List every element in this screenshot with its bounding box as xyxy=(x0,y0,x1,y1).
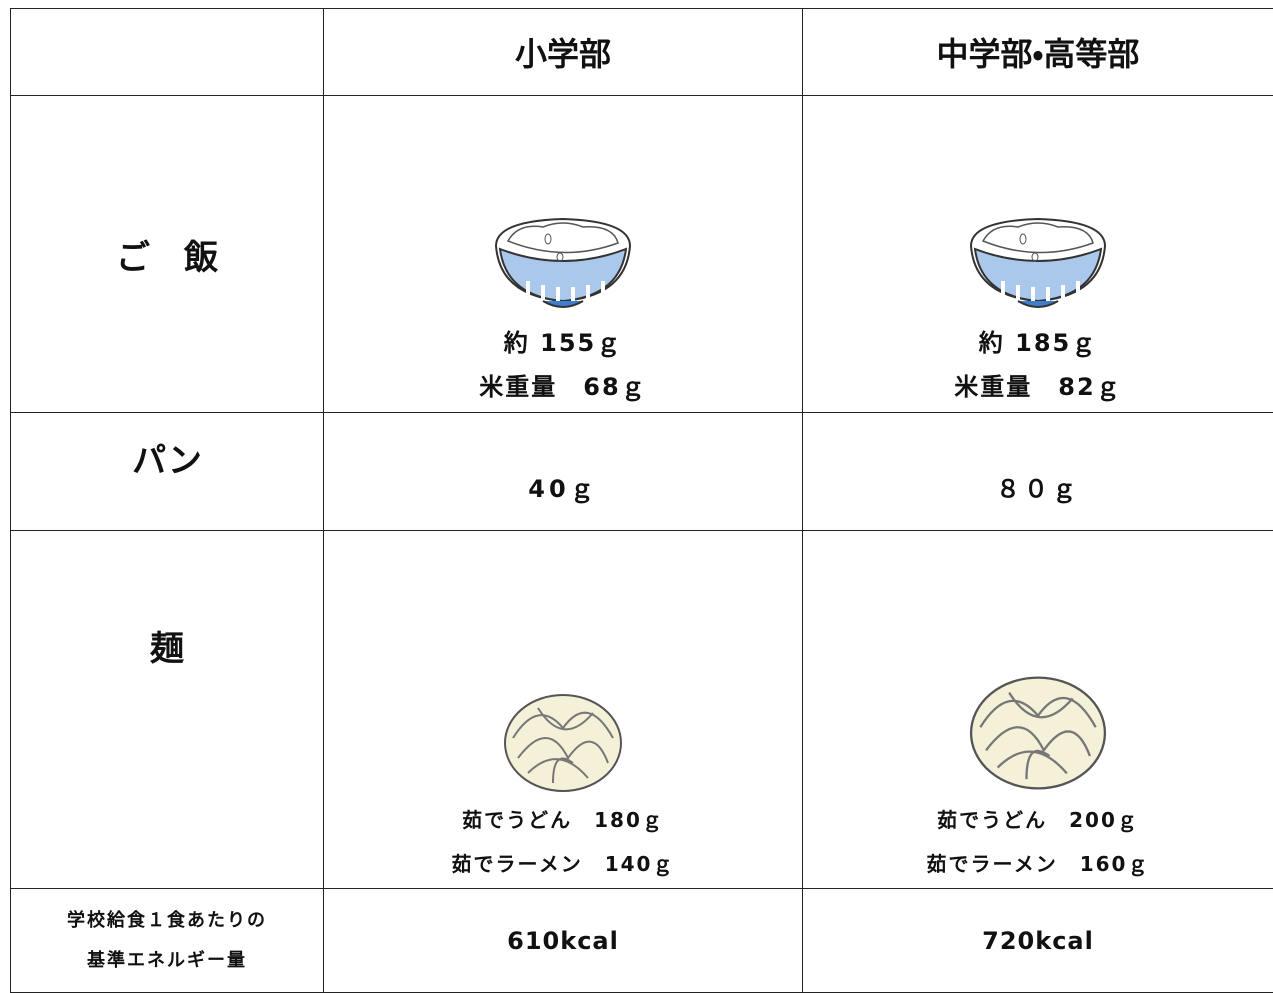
energy: 610kcal xyxy=(324,927,802,955)
cell: 40ｇ xyxy=(324,413,803,531)
amount: 米重量 82ｇ xyxy=(954,365,1121,409)
cell: ８０ｇ xyxy=(803,413,1273,531)
amount: 約 155ｇ xyxy=(504,321,622,365)
row-label: ご 飯 xyxy=(11,96,324,413)
corner-cell xyxy=(11,9,324,96)
cell-body: 約 185ｇ 米重量 82ｇ xyxy=(803,93,1273,415)
amount: 約 185ｇ xyxy=(979,321,1097,365)
amount: 米重量 68ｇ xyxy=(479,365,646,409)
noodle-icon xyxy=(498,688,628,798)
header-cell: 中学部・高等部 xyxy=(803,9,1273,96)
cell-body: 茹でうどん 180ｇ 茹でラーメン 140ｇ xyxy=(324,529,802,890)
row-label: 学校給食１食あたりの 基準エネルギー量 xyxy=(11,889,324,993)
cell: 約 155ｇ 米重量 68ｇ xyxy=(324,96,803,413)
energy: 720kcal xyxy=(803,927,1273,955)
cell-body: 約 155ｇ 米重量 68ｇ xyxy=(324,93,802,415)
amount: 茹でうどん 180ｇ xyxy=(462,798,664,842)
cell: 約 185ｇ 米重量 82ｇ xyxy=(803,96,1273,413)
cell: 610kcal xyxy=(324,889,803,993)
portion-table: 小学部 中学部・高等部 ご 飯 約 155ｇ 米重量 68ｇ xyxy=(10,8,1273,993)
noodle-row: 麺 茹でうどん 180ｇ 茹でラーメン 140ｇ 茹でうどん 200ｇ 茹でラー… xyxy=(11,531,1273,889)
cell: 茹でうどん 180ｇ 茹でラーメン 140ｇ xyxy=(324,531,803,889)
label-line: 学校給食１食あたりの xyxy=(11,901,323,941)
header-cell: 小学部 xyxy=(324,9,803,96)
bread-row: パン 40ｇ ８０ｇ xyxy=(11,413,1273,531)
amount: 茹でラーメン 160ｇ xyxy=(927,842,1150,886)
amount: 茹でラーメン 140ｇ xyxy=(452,842,675,886)
noodle-icon xyxy=(963,668,1113,798)
body: 小学部 中学部・高等部 ご 飯 約 155ｇ 米重量 68ｇ xyxy=(0,0,1273,881)
row-label: 麺 xyxy=(11,531,324,889)
cell: 720kcal xyxy=(803,889,1273,993)
cell-body: 茹でうどん 200ｇ 茹でラーメン 160ｇ xyxy=(803,529,1273,890)
rice-bowl-icon xyxy=(488,201,638,321)
energy-row: 学校給食１食あたりの 基準エネルギー量 610kcal 720kcal xyxy=(11,889,1273,993)
row-label: パン xyxy=(11,413,324,531)
page: 給食量 {"table": { "header": ["小学部", "中学部・高… xyxy=(0,0,1273,881)
rice-row: ご 飯 約 155ｇ 米重量 68ｇ 約 185ｇ xyxy=(11,96,1273,413)
label-line: 基準エネルギー量 xyxy=(11,941,323,981)
rice-bowl-icon xyxy=(963,201,1113,321)
amount: 茹でうどん 200ｇ xyxy=(937,798,1139,842)
header-row: 小学部 中学部・高等部 xyxy=(11,9,1273,96)
amount: 40ｇ xyxy=(324,439,802,504)
amount: ８０ｇ xyxy=(803,439,1273,504)
cell: 茹でうどん 200ｇ 茹でラーメン 160ｇ xyxy=(803,531,1273,889)
